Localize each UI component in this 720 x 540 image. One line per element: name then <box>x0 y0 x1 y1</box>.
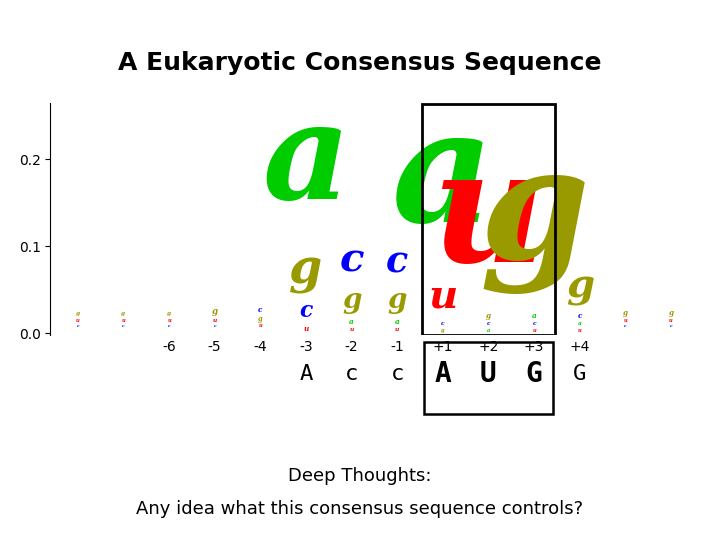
Text: A: A <box>434 360 451 388</box>
Text: u: u <box>303 325 309 333</box>
Text: c: c <box>122 324 125 328</box>
Bar <box>423 342 553 414</box>
Text: c: c <box>624 324 626 328</box>
Text: Any idea what this consensus sequence controls?: Any idea what this consensus sequence co… <box>136 500 584 518</box>
Text: g: g <box>480 141 589 294</box>
Text: a: a <box>578 321 582 326</box>
Text: g: g <box>76 312 80 316</box>
Text: U: U <box>480 360 497 388</box>
Text: u: u <box>669 318 673 323</box>
Text: c: c <box>487 321 490 326</box>
Text: c: c <box>386 245 408 281</box>
Text: G: G <box>573 363 586 384</box>
Text: g: g <box>387 287 407 314</box>
Text: c: c <box>168 324 171 328</box>
Text: c: c <box>339 241 364 279</box>
Text: g: g <box>342 287 361 314</box>
Text: a: a <box>532 312 536 320</box>
Text: c: c <box>577 312 582 320</box>
Text: c: c <box>300 300 312 322</box>
Text: G: G <box>526 360 542 388</box>
Text: c: c <box>345 363 359 384</box>
Text: c: c <box>390 363 404 384</box>
Text: g: g <box>167 312 171 316</box>
Text: A Eukaryotic Consensus Sequence: A Eukaryotic Consensus Sequence <box>118 51 602 75</box>
Bar <box>423 104 554 335</box>
Text: g: g <box>668 309 674 317</box>
Text: g: g <box>441 328 445 333</box>
Text: u: u <box>431 141 546 294</box>
Text: A: A <box>300 363 312 384</box>
Text: c: c <box>441 321 445 326</box>
Text: u: u <box>76 318 80 323</box>
Text: c: c <box>213 324 216 328</box>
Text: u: u <box>395 327 400 332</box>
Text: c: c <box>258 306 263 314</box>
Text: g: g <box>212 307 217 316</box>
Text: u: u <box>578 328 582 333</box>
Text: u: u <box>258 323 262 328</box>
Text: Deep Thoughts:: Deep Thoughts: <box>288 467 432 485</box>
Text: g: g <box>289 247 323 294</box>
Text: a: a <box>262 96 350 227</box>
Text: c: c <box>532 321 536 326</box>
Text: g: g <box>566 268 594 306</box>
Text: c: c <box>670 324 672 328</box>
Text: u: u <box>532 328 536 333</box>
Text: c: c <box>76 324 79 328</box>
Text: u: u <box>167 318 171 323</box>
Text: g: g <box>623 309 628 317</box>
Text: g: g <box>486 312 491 320</box>
Text: g: g <box>258 315 263 323</box>
Text: a: a <box>392 103 494 255</box>
Text: a: a <box>487 328 490 333</box>
Text: u: u <box>428 277 457 315</box>
Text: u: u <box>624 318 627 323</box>
Text: a: a <box>395 318 400 326</box>
Text: u: u <box>122 318 125 323</box>
Text: u: u <box>212 318 217 322</box>
Text: a: a <box>349 318 354 326</box>
Text: u: u <box>349 327 354 332</box>
Text: g: g <box>122 312 125 316</box>
